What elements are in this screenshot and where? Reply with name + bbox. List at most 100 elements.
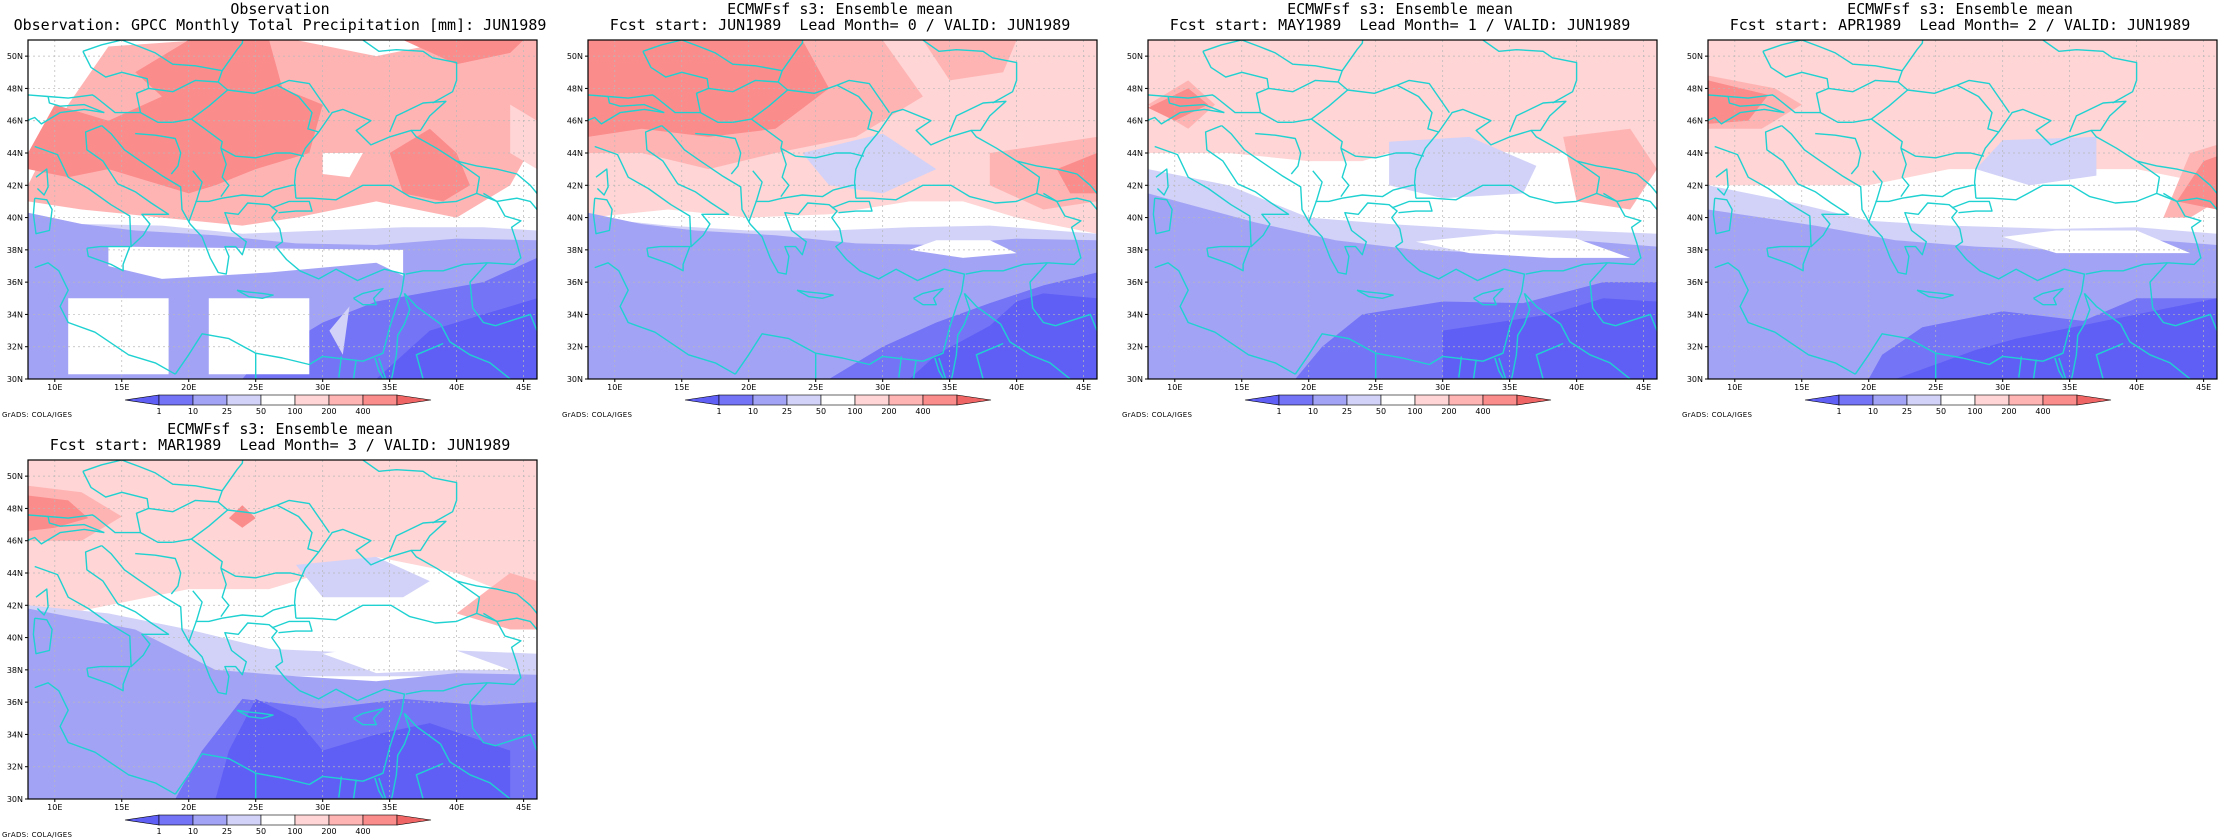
lon-tick-label: 30E [875, 383, 890, 392]
colorbar-segment [2042, 394, 2078, 406]
coastline [963, 292, 1071, 379]
coastline [2033, 287, 2064, 306]
lon-tick-label: 15E [114, 803, 129, 812]
panel-subtitle: Fcst start: APR1989 Lead Month= 2 / VALI… [1729, 16, 2191, 34]
map-panel-lead3: ECMWFsf s3: Ensemble mean Fcst start: MAR… [0, 420, 560, 840]
lat-tick-label: 30N [1687, 375, 1703, 384]
colorbar-end-low [124, 814, 160, 826]
colorbar-label: 200 [1441, 407, 1456, 416]
coastline [2216, 144, 2217, 178]
map-frame [587, 39, 1098, 380]
coastline [35, 168, 49, 196]
coastline [476, 192, 537, 210]
coastline [172, 118, 223, 149]
precip-region [68, 298, 169, 375]
colorbar-label: 400 [2035, 407, 2050, 416]
lat-tick-label: 44N [7, 149, 23, 158]
colorbar-segment [1414, 394, 1450, 406]
lon-tick-label: 25E [1928, 383, 1943, 392]
coastline [1340, 147, 1425, 159]
coastline [1656, 144, 1657, 178]
colorbar: 1 10 25 50 100 200 400 [124, 394, 432, 416]
lat-tick-label: 44N [1127, 149, 1143, 158]
lat-tick-label: 34N [7, 310, 23, 319]
lon-tick-label: 40E [449, 803, 464, 812]
colorbar-label: 10 [1308, 407, 1318, 416]
map-frame [1707, 39, 2218, 380]
coastline [469, 682, 537, 751]
colorbar-end-low [1244, 394, 1280, 406]
lon-tick-label: 20E [1301, 383, 1316, 392]
coastlines [1708, 40, 2217, 379]
lat-tick-label: 32N [567, 343, 583, 352]
colorbar-label: 25 [1902, 407, 1912, 416]
precip-region [228, 505, 256, 528]
lon-tick-label: 35E [942, 383, 957, 392]
lat-tick-label: 36N [1127, 278, 1143, 287]
colorbar-label: 1 [716, 407, 721, 416]
lon-tick-label: 45E [516, 383, 531, 392]
precip-region [802, 133, 937, 194]
coastline [938, 293, 971, 379]
coastline [188, 590, 203, 643]
coastline [1016, 160, 1097, 194]
coastline [1308, 170, 1323, 223]
colorbar-end-high [1516, 394, 1552, 406]
colorbar-label: 25 [782, 407, 792, 416]
coastline [1347, 84, 1439, 133]
coastline [227, 84, 319, 133]
colorbar-segment [1312, 394, 1348, 406]
coastline [1576, 160, 1657, 194]
lat-tick-label: 40N [1127, 214, 1143, 223]
coastline [34, 544, 170, 668]
coastline [221, 40, 244, 72]
coastline [82, 50, 150, 89]
coastline [352, 779, 357, 799]
lat-tick-label: 42N [1127, 181, 1143, 190]
coastline [836, 79, 890, 113]
colorbar-label: 400 [355, 827, 370, 836]
coastline [1875, 184, 1976, 203]
lat-tick-label: 48N [7, 504, 23, 513]
coastline [276, 499, 330, 533]
colorbar: 1 10 25 50 100 200 400 [1244, 394, 1552, 416]
coastline [389, 100, 447, 133]
coastline [220, 567, 230, 618]
map-panel-lead0: ECMWFsf s3: Ensemble mean Fcst start: JUN… [560, 0, 1120, 420]
colorbar-label: 100 [847, 407, 862, 416]
coastline [1340, 147, 1350, 198]
coastline [2085, 192, 2202, 275]
colorbar-label: 50 [1936, 407, 1946, 416]
colorbar-end-low [1804, 394, 1840, 406]
coastline [1148, 108, 1225, 125]
coastline [1868, 170, 1883, 223]
coastline [2156, 192, 2217, 210]
panel-title: ECMWFsf s3: Ensemble mean [167, 420, 393, 438]
colorbar-segment [362, 394, 398, 406]
coastline [28, 94, 49, 98]
precip-region [389, 128, 470, 202]
colorbar-label: 100 [1967, 407, 1982, 416]
colorbar-label: 10 [188, 827, 198, 836]
colorbar-label: 25 [222, 407, 232, 416]
precip-region [28, 495, 89, 531]
colorbar-label: 10 [1868, 407, 1878, 416]
coastline [1494, 357, 1505, 379]
precip-region [208, 298, 310, 375]
coastline [32, 197, 53, 235]
coastline [172, 538, 223, 569]
coastline [415, 342, 444, 379]
coastline [2083, 292, 2191, 379]
coastline [140, 111, 173, 124]
panel-subtitle: Fcst start: MAY1989 Lead Month= 1 / VALI… [1169, 16, 1631, 34]
colorbar-segment [1278, 394, 1314, 406]
colorbar-segment [158, 394, 194, 406]
coastline [1154, 262, 1296, 375]
precip-region [456, 573, 537, 630]
colorbar-label: 10 [188, 407, 198, 416]
panel-subtitle: Observation: GPCC Monthly Total Precipit… [13, 16, 547, 34]
coastline [781, 40, 804, 72]
colorbar-end-high [956, 394, 992, 406]
coastline [1356, 289, 1394, 299]
colorbar-label: 400 [915, 407, 930, 416]
